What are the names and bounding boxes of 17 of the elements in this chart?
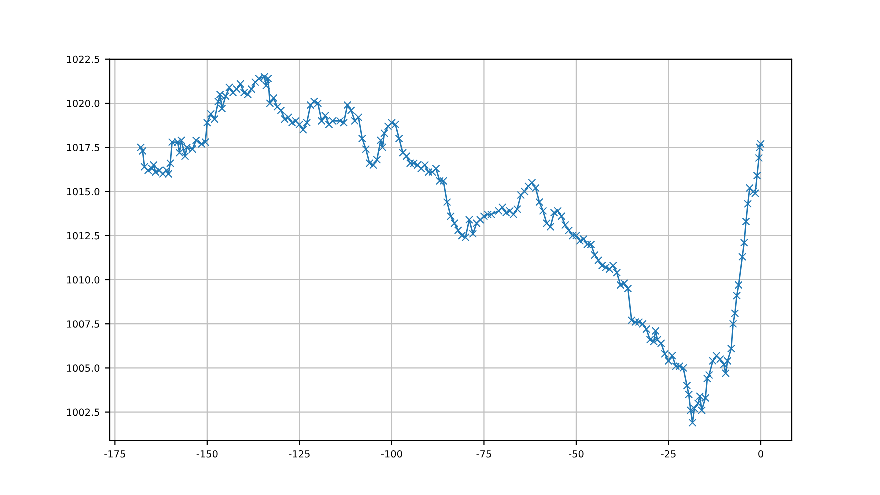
y-tick-label: 1007.5	[67, 320, 100, 328]
x-tick-label: -75	[476, 450, 492, 458]
y-tick-label: 1017.5	[67, 144, 100, 152]
y-tick-label: 1012.5	[67, 232, 100, 240]
x-tick-label: 0	[758, 450, 764, 458]
x-tick-label: -25	[661, 450, 676, 458]
y-tick-label: 1005.0	[67, 364, 100, 372]
x-tick-label: -175	[104, 450, 126, 458]
x-tick-label: -150	[196, 450, 218, 458]
y-tick-label: 1015.0	[67, 188, 100, 196]
y-tick-label: 1002.5	[67, 408, 100, 416]
x-tick-label: -100	[381, 450, 402, 458]
y-tick-label: 1010.0	[67, 276, 100, 284]
y-tick-label: 1022.5	[67, 56, 100, 64]
x-tick-label: -125	[289, 450, 310, 458]
y-tick-label: 1020.0	[67, 100, 100, 108]
x-tick-label: -50	[569, 450, 584, 458]
